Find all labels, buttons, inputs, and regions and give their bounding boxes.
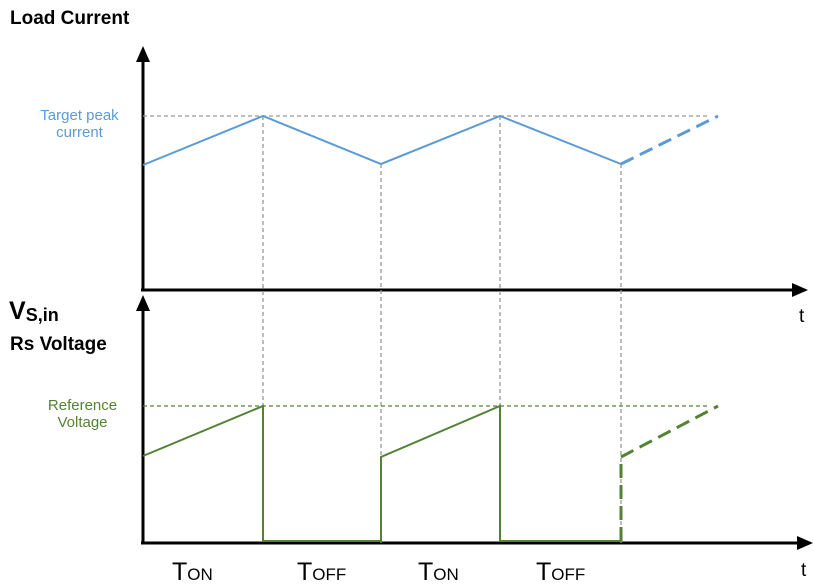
target-peak-line1: Target peak bbox=[40, 107, 119, 124]
reference-line1: Reference bbox=[47, 397, 118, 414]
phase-label-ton: TON bbox=[418, 558, 459, 587]
phase-big: T bbox=[172, 558, 188, 586]
reference-line2: Voltage bbox=[57, 414, 108, 432]
reference-voltage-label: Reference Voltage bbox=[25, 397, 140, 432]
rs-voltage-title: Rs Voltage bbox=[10, 334, 107, 355]
bottom-x-arrowhead bbox=[797, 536, 813, 550]
load-current-projection bbox=[620, 114, 719, 166]
bottom-y-arrowhead bbox=[136, 295, 150, 311]
phase-big: T bbox=[297, 558, 313, 586]
bottom-t-axis-label: t bbox=[801, 560, 807, 581]
top-t-axis-label: t bbox=[799, 306, 805, 327]
phase-label-toff: TOFF bbox=[297, 558, 346, 587]
sense-voltage-waveform bbox=[142, 404, 621, 542]
vertical-guides bbox=[262, 116, 622, 543]
target-peak-label: Target peak current bbox=[22, 107, 137, 142]
axes bbox=[141, 58, 804, 545]
top-x-arrowhead bbox=[792, 283, 808, 297]
phase-small: ON bbox=[433, 565, 459, 584]
phase-label-toff: TOFF bbox=[536, 558, 585, 587]
top-y-arrowhead bbox=[136, 46, 150, 62]
load-current-title: Load Current bbox=[10, 8, 130, 29]
axis-arrowheads bbox=[136, 46, 813, 550]
vs-in-title: VS,in bbox=[9, 297, 59, 326]
phase-small: OFF bbox=[551, 565, 586, 584]
sense-voltage-projection bbox=[619, 404, 719, 541]
target-peak-line2: current bbox=[56, 124, 103, 142]
phase-label-ton: TON bbox=[172, 558, 213, 587]
vs-main: V bbox=[9, 297, 26, 325]
phase-small: ON bbox=[187, 565, 213, 584]
vs-subscript: S,in bbox=[25, 305, 59, 325]
phase-big: T bbox=[536, 558, 552, 586]
phase-big: T bbox=[418, 558, 434, 586]
phase-small: OFF bbox=[312, 565, 347, 584]
load-current-waveform bbox=[142, 114, 622, 166]
